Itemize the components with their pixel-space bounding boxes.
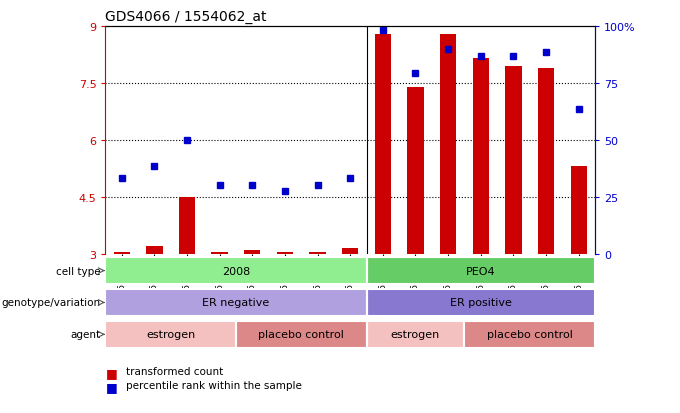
Bar [105,258,367,284]
Bar [211,252,228,254]
Text: ER positive: ER positive [450,298,511,308]
Text: placebo control: placebo control [258,330,344,339]
Bar [367,258,595,284]
Bar [309,252,326,254]
Text: placebo control: placebo control [487,330,573,339]
Bar [407,88,424,254]
Bar [571,167,587,254]
Text: genotype/variation: genotype/variation [1,298,101,308]
Text: percentile rank within the sample: percentile rank within the sample [126,380,302,390]
Bar [105,290,367,316]
Text: GDS4066 / 1554062_at: GDS4066 / 1554062_at [105,10,267,24]
Text: ■: ■ [105,366,117,379]
Bar [146,247,163,254]
Bar [342,248,358,254]
Text: PEO4: PEO4 [466,266,496,276]
Bar [367,290,595,316]
Text: estrogen: estrogen [146,330,195,339]
Bar [179,197,195,254]
Text: ER negative: ER negative [203,298,269,308]
Bar [367,321,464,348]
Bar [244,250,260,254]
Text: cell type: cell type [56,266,101,276]
Bar [236,321,367,348]
Bar [277,252,293,254]
Text: 2008: 2008 [222,266,250,276]
Text: agent: agent [70,330,101,339]
Text: transformed count: transformed count [126,366,223,376]
Bar [105,321,236,348]
Bar [473,59,489,254]
Bar [114,252,130,254]
Text: estrogen: estrogen [391,330,440,339]
Bar [505,66,522,254]
Bar [440,34,456,254]
Bar [538,69,554,254]
Bar [464,321,595,348]
Bar [375,34,391,254]
Text: ■: ■ [105,380,117,393]
